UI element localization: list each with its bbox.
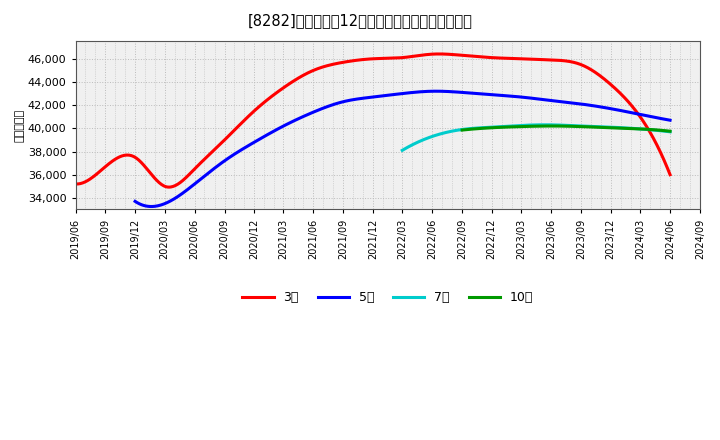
Legend: 3年, 5年, 7年, 10年: 3年, 5年, 7年, 10年 — [238, 286, 539, 309]
Text: [8282]　経常利益12か月移動合計の平均値の推移: [8282] 経常利益12か月移動合計の平均値の推移 — [248, 13, 472, 28]
Y-axis label: （百万円）: （百万円） — [15, 109, 25, 142]
